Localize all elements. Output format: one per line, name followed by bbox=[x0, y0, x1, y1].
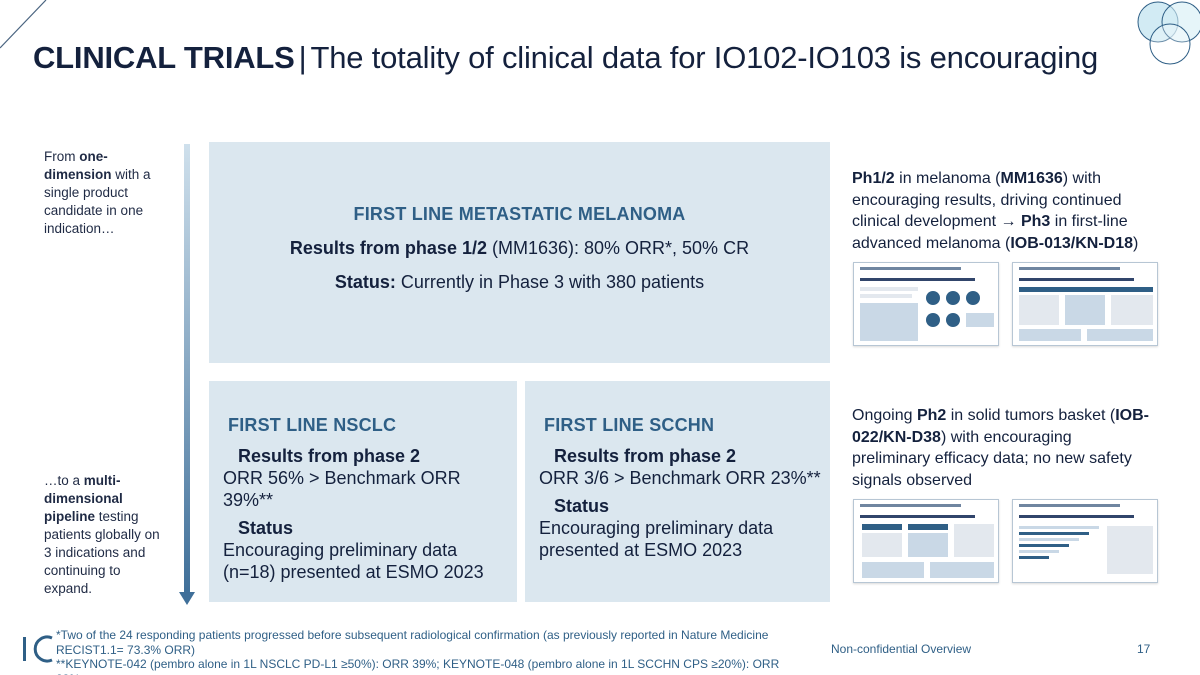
nsclc-status-text: Encouraging preliminary data (n=18) pres… bbox=[223, 540, 484, 582]
scchn-heading: FIRST LINE SCCHN bbox=[544, 415, 715, 435]
slide-thumbnail bbox=[1012, 262, 1158, 346]
scchn-status-text: Encouraging preliminary data presented a… bbox=[539, 518, 774, 560]
right-top-emphasis: IOB-013/KN-D18 bbox=[1010, 234, 1134, 252]
left-bottom-emphasis: multi-dimensional pipeline bbox=[44, 473, 123, 524]
left-bottom-text: …to a multi-dimensional pipeline testing… bbox=[44, 472, 169, 598]
scchn-results-text: ORR 3/6 > Benchmark ORR 23%** bbox=[539, 468, 821, 488]
melanoma-results-text: (MM1636): 80% ORR*, 50% CR bbox=[486, 238, 750, 258]
right-top-emphasis: Ph1/2 bbox=[852, 170, 895, 187]
left-top-part: with a single product candidate in one i… bbox=[44, 167, 151, 236]
overlapping-circles-logo bbox=[1137, 1, 1200, 65]
left-bottom-part: testing patients globally on 3 indicatio… bbox=[44, 509, 160, 596]
right-top-text: Ph1/2 in melanoma (MM1636) with encourag… bbox=[852, 168, 1152, 254]
right-bottom-text: Ongoing Ph2 in solid tumors basket (IOB-… bbox=[852, 405, 1152, 491]
right-bottom-emphasis: Ph2 bbox=[916, 407, 947, 424]
melanoma-heading: FIRST LINE METASTATIC MELANOMA bbox=[353, 204, 686, 224]
page-number: 17 bbox=[1137, 642, 1151, 656]
melanoma-status: Status: Currently in Phase 3 with 380 pa… bbox=[209, 272, 830, 293]
title-bold: CLINICAL TRIALS bbox=[33, 40, 295, 75]
melanoma-results: Results from phase 1/2 (MM1636): 80% ORR… bbox=[209, 238, 830, 259]
footnotes: *Two of the 24 responding patients progr… bbox=[56, 628, 796, 675]
right-top-part: ) with encouraging results, driving cont… bbox=[852, 170, 1122, 230]
slide-thumbnail bbox=[853, 499, 999, 583]
melanoma-status-text: Currently in Phase 3 with 380 patients bbox=[395, 272, 705, 292]
scchn-body: Results from phase 2 ORR 3/6 > Benchmark… bbox=[539, 445, 824, 561]
right-top-emphasis: → Ph3 bbox=[1000, 213, 1051, 230]
nsclc-body: Results from phase 2 ORR 56% > Benchmark… bbox=[223, 445, 508, 583]
right-top-part: in first-line advanced melanoma ( bbox=[852, 213, 1128, 252]
left-top-emphasis: one-dimension bbox=[44, 149, 112, 182]
melanoma-results-label: Results from phase 1/2 bbox=[289, 238, 487, 258]
corner-line-decoration bbox=[0, 0, 47, 49]
footnote-2: **KEYNOTE-042 (pembro alone in 1L NSCLC … bbox=[56, 657, 780, 675]
footnote-1: *Two of the 24 responding patients progr… bbox=[56, 628, 769, 657]
scchn-results-label: Results from phase 2 bbox=[554, 446, 737, 466]
right-bottom-part: in solid tumors basket ( bbox=[946, 407, 1116, 424]
nsclc-results-text: ORR 56% > Benchmark ORR 39%** bbox=[223, 468, 461, 510]
right-top-part: in melanoma ( bbox=[894, 170, 1001, 187]
nsclc-status-label: Status bbox=[238, 518, 294, 538]
footer-label: Non-confidential Overview bbox=[831, 642, 972, 656]
left-bottom-part: …to a bbox=[44, 473, 84, 488]
left-top-part: From bbox=[44, 149, 80, 164]
scchn-status-label: Status bbox=[554, 496, 610, 516]
right-top-emphasis: MM1636 bbox=[1000, 170, 1063, 187]
down-arrow bbox=[179, 144, 195, 605]
title-separator: | bbox=[298, 40, 307, 75]
io-logo-icon bbox=[23, 635, 53, 663]
nsclc-heading: FIRST LINE NSCLC bbox=[228, 415, 397, 435]
slide-thumbnail bbox=[1012, 499, 1158, 583]
page-title: CLINICAL TRIALS | The totality of clinical… bbox=[33, 40, 1163, 76]
melanoma-panel: FIRST LINE METASTATIC MELANOMA Results f… bbox=[209, 142, 830, 363]
nsclc-results-label: Results from phase 2 bbox=[238, 446, 421, 466]
right-bottom-emphasis: IOB-022/KN-D38 bbox=[852, 407, 1150, 446]
scchn-panel: FIRST LINE SCCHN Results from phase 2 OR… bbox=[525, 381, 830, 602]
right-bottom-part: Ongoing bbox=[852, 407, 917, 424]
title-rest: The totality of clinical data for IO102-… bbox=[310, 40, 1099, 75]
left-top-text: From one-dimension with a single product… bbox=[44, 148, 162, 238]
nsclc-panel: FIRST LINE NSCLC Results from phase 2 OR… bbox=[209, 381, 517, 602]
right-bottom-part: ) with encouraging preliminary efficacy … bbox=[852, 428, 1132, 489]
right-top-part: ) bbox=[1133, 234, 1139, 252]
slide-thumbnail bbox=[853, 262, 999, 346]
melanoma-status-label: Status: bbox=[334, 272, 396, 292]
